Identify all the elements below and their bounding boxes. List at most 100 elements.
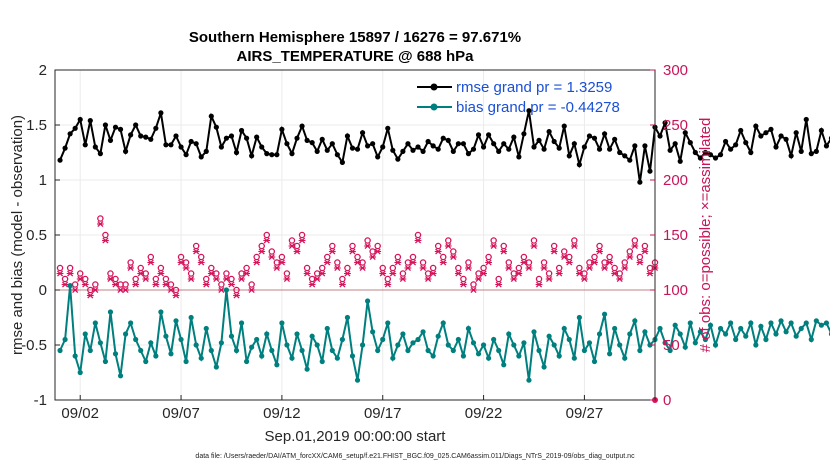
possible-obs-marker <box>379 264 386 272</box>
rmse-point <box>712 155 719 161</box>
assimilated-obs-marker <box>273 264 281 272</box>
possible-obs-marker <box>288 237 296 244</box>
rmse-point <box>511 134 517 140</box>
bias-point <box>183 358 189 365</box>
assimilated-obs-marker <box>107 275 114 283</box>
assimilated-obs-marker <box>354 259 361 266</box>
bias-point <box>163 333 169 339</box>
rmse-point <box>274 152 280 158</box>
assimilated-obs-marker <box>202 281 210 288</box>
right-tick-label: 150 <box>663 227 688 244</box>
assimilated-obs-marker <box>616 275 624 283</box>
possible-obs-marker <box>550 242 558 250</box>
possible-obs-marker <box>324 253 331 261</box>
bias-point <box>304 366 310 372</box>
assimilated-obs-marker <box>470 286 477 294</box>
left-tick-label: 0 <box>39 282 47 299</box>
possible-obs-marker <box>187 270 195 277</box>
assimilated-obs-marker <box>177 259 185 266</box>
series-layer <box>57 108 830 383</box>
bias-point <box>778 318 784 324</box>
assimilated-obs-marker <box>137 270 145 277</box>
bias-point <box>279 320 285 326</box>
rmse-point <box>133 122 139 128</box>
rmse-point <box>153 125 159 131</box>
rmse-point <box>344 133 351 139</box>
bias-point <box>259 353 265 359</box>
rmse-point <box>82 142 88 148</box>
assimilated-obs-marker <box>147 259 155 266</box>
rmse-point <box>486 132 492 138</box>
possible-obs-marker <box>233 286 240 294</box>
possible-obs-marker <box>218 281 225 288</box>
assimilated-obs-marker <box>555 270 563 277</box>
assimilated-obs-marker <box>127 264 135 272</box>
x-tick-label: 09/07 <box>162 405 200 422</box>
x-axis-ticks: 09/02 09/07 09/12 09/17 09/22 09/27 <box>61 395 603 422</box>
bias-point <box>97 340 103 346</box>
assimilated-obs-marker <box>96 220 104 228</box>
possible-obs-marker <box>530 237 538 244</box>
bias-point <box>128 320 134 326</box>
possible-obs-marker <box>636 253 644 261</box>
rmse-point <box>365 143 371 149</box>
bias-point <box>122 331 129 337</box>
bias-point <box>57 347 63 354</box>
rmse-point <box>541 146 547 152</box>
possible-obs-marker <box>445 237 452 244</box>
assimilated-obs-marker <box>293 248 301 255</box>
legend-rmse-label: rmse grand pr = 1.3259 <box>456 79 612 96</box>
assimilated-obs-marker <box>454 270 462 277</box>
assimilated-obs-marker <box>409 259 417 266</box>
bias-point <box>249 344 255 350</box>
bias-point <box>400 331 406 337</box>
assimilated-obs-marker <box>187 275 195 283</box>
rmse-point <box>501 141 507 147</box>
possible-obs-marker <box>208 264 215 272</box>
assimilated-obs-marker <box>646 270 654 277</box>
rmse-point <box>324 147 330 153</box>
rmse-point <box>299 123 305 129</box>
rmse-point <box>77 116 83 123</box>
assimilated-obs-marker <box>81 281 89 288</box>
rmse-point <box>692 149 698 156</box>
right-axis-ticks: 0 50 100 150 200 250 300 <box>650 62 688 409</box>
rmse-point <box>702 149 709 156</box>
rmse-point <box>294 135 300 141</box>
bias-point <box>450 347 456 354</box>
bias-point <box>521 340 527 346</box>
rmse-point <box>667 147 673 153</box>
bias-point <box>460 353 467 359</box>
bias-point <box>486 355 492 361</box>
y-axis-label-right: # of obs: o=possible; ×=assimilated <box>697 118 714 353</box>
assimilated-obs-marker <box>586 264 593 272</box>
possible-obs-marker <box>197 253 205 261</box>
x-tick-label: 09/27 <box>566 405 604 422</box>
assimilated-obs-marker <box>298 237 306 244</box>
bias-point <box>213 364 219 370</box>
rmse-point <box>284 141 290 147</box>
rmse-point <box>309 140 315 146</box>
possible-obs-marker <box>248 281 255 288</box>
assimilated-obs-marker <box>303 270 311 277</box>
assimilated-obs-marker <box>182 264 190 272</box>
bias-point <box>697 329 703 335</box>
bias-point <box>334 355 340 361</box>
possible-obs-marker <box>152 275 160 283</box>
possible-obs-marker <box>535 275 543 283</box>
assimilated-obs-marker <box>601 264 608 272</box>
bias-point <box>430 353 436 359</box>
rmse-point <box>395 156 401 162</box>
right-tick-label: 50 <box>663 337 680 354</box>
bias-point <box>223 287 230 293</box>
possible-obs-marker <box>102 231 109 239</box>
bias-point <box>284 342 290 348</box>
rmse-point <box>304 137 310 143</box>
assimilated-obs-marker <box>525 264 533 272</box>
assimilated-obs-marker <box>197 259 205 266</box>
bias-point <box>178 336 184 343</box>
bias-point <box>496 347 502 354</box>
rmse-point <box>743 140 749 146</box>
possible-obs-marker <box>107 270 114 277</box>
rmse-point <box>758 133 764 139</box>
